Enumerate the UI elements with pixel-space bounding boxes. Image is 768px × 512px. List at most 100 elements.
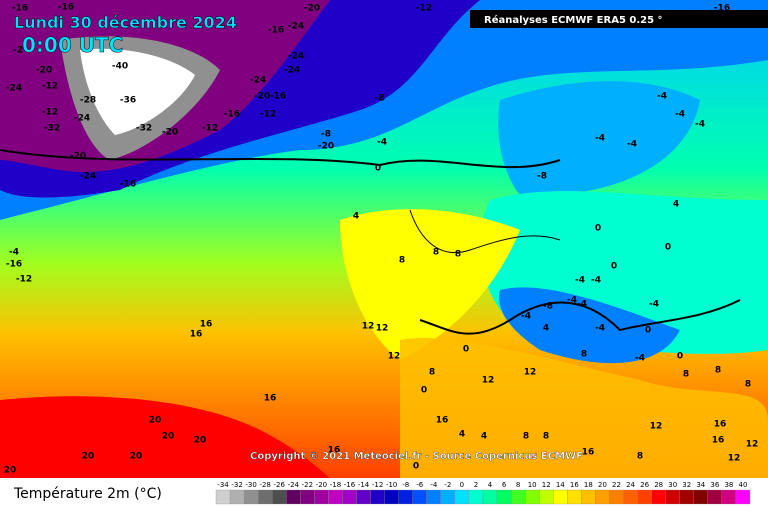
- contour-label: 12: [362, 322, 375, 332]
- colorbar-swatch: [623, 489, 638, 505]
- colorbar-label: 18: [584, 481, 593, 489]
- colorbar-label: -30: [245, 481, 256, 489]
- contour-label: -16: [6, 260, 22, 270]
- contour-label: 16: [582, 448, 595, 458]
- contour-label: -20: [304, 4, 320, 14]
- colorbar-swatch: [468, 489, 484, 505]
- colorbar-swatch: [553, 489, 568, 505]
- contour-label: 16: [190, 330, 203, 340]
- contour-label: -36: [120, 96, 136, 106]
- contour-label: -4: [567, 296, 577, 306]
- contour-label: 0: [375, 164, 381, 174]
- colorbar-label: -32: [231, 481, 242, 489]
- contour-label: 8: [455, 250, 461, 260]
- contour-label: -24: [288, 22, 304, 32]
- contour-label: 20: [82, 452, 95, 462]
- colorbar-swatch: [539, 489, 554, 505]
- contour-label: -4: [595, 134, 605, 144]
- contour-label: 12: [388, 352, 401, 362]
- contour-label: 12: [728, 454, 741, 464]
- contour-label: 16: [200, 320, 213, 330]
- colorbar-swatch: [300, 489, 315, 505]
- colorbar-swatch: [215, 489, 231, 505]
- colorbar-label: 40: [739, 481, 748, 489]
- contour-label: -4: [695, 120, 705, 130]
- contour-label: 16: [714, 420, 727, 430]
- colorbar-label: -34: [217, 481, 229, 489]
- contour-label: 20: [130, 452, 143, 462]
- contour-label: 0: [677, 352, 683, 362]
- contour-label: 12: [650, 422, 663, 432]
- contour-label: 4: [459, 430, 465, 440]
- colorbar-swatch: [384, 489, 399, 505]
- colorbar-swatch: [496, 489, 512, 505]
- colorbar-label: -26: [274, 481, 286, 489]
- colorbar-swatch: [229, 489, 245, 505]
- colorbar-label: 38: [724, 481, 733, 489]
- contour-label: 12: [524, 368, 537, 378]
- colorbar-label: 6: [502, 481, 507, 489]
- contour-label: -4: [675, 110, 685, 120]
- colorbar-label: 30: [668, 481, 677, 489]
- contour-label: 20: [194, 436, 207, 446]
- colorbar-swatch: [412, 489, 427, 505]
- colorbar-label: 28: [654, 481, 663, 489]
- colorbar-label: -20: [316, 481, 327, 489]
- contour-label: -8: [321, 130, 331, 140]
- colorbar-label: 24: [626, 481, 635, 489]
- colorbar-swatch: [567, 489, 582, 505]
- contour-label: -4: [377, 138, 387, 148]
- contour-label: 8: [429, 368, 435, 378]
- contour-label: 0: [413, 462, 419, 472]
- legend-title: Température 2m (°C): [13, 486, 162, 502]
- colorbar-swatch: [243, 489, 259, 505]
- colorbar-label: 12: [542, 481, 551, 489]
- contour-label: -4: [635, 354, 645, 364]
- contour-label: -12: [202, 124, 218, 134]
- time: 0:00 UTC: [22, 33, 123, 57]
- colorbar-swatch: [328, 489, 343, 505]
- contour-label: 8: [523, 432, 529, 442]
- contour-label: 4: [673, 200, 679, 210]
- contour-label: 8: [543, 432, 549, 442]
- colorbar-label: 26: [640, 481, 649, 489]
- colorbar-label: 34: [696, 481, 705, 489]
- contour-label: -20: [162, 128, 178, 138]
- contour-label: 16: [264, 394, 277, 404]
- copyright: Copyright © 2021 Meteociel.fr - Source C…: [250, 451, 583, 462]
- contour-label: -4: [577, 300, 587, 310]
- colorbar-swatch: [272, 489, 287, 505]
- colorbar-label: 4: [488, 481, 493, 489]
- contour-label: 4: [543, 324, 549, 334]
- contour-label: 20: [149, 416, 162, 426]
- contour-label: -4: [627, 140, 637, 150]
- colorbar-label: -18: [330, 481, 341, 489]
- contour-label: -8: [543, 302, 553, 312]
- colorbar-swatch: [342, 489, 357, 505]
- colorbar-swatch: [609, 489, 624, 505]
- contour-label: -12: [42, 82, 58, 92]
- contour-label: 8: [683, 370, 689, 380]
- contour-label: -4: [657, 92, 667, 102]
- contour-label: -24: [74, 114, 90, 124]
- colorbar-label: 16: [570, 481, 579, 489]
- contour-label: 8: [715, 366, 721, 376]
- contour-label: 12: [482, 376, 495, 386]
- colorbar-label: -8: [402, 481, 409, 489]
- contour-label: -24: [284, 66, 300, 76]
- colorbar-label: 22: [612, 481, 621, 489]
- colorbar-swatch: [314, 489, 329, 505]
- contour-label: 0: [421, 386, 427, 396]
- colorbar-label: -6: [416, 481, 424, 489]
- colorbar-swatch: [426, 489, 441, 505]
- contour-label: 4: [353, 212, 359, 222]
- contour-label: 16: [328, 446, 341, 456]
- colorbar-label: 20: [598, 481, 607, 489]
- contour-label: -4: [521, 312, 531, 322]
- contour-label: -28: [80, 96, 96, 106]
- contour-label: 16: [436, 416, 449, 426]
- colorbar-label: -24: [288, 481, 300, 489]
- contour-label: -12: [42, 108, 58, 118]
- colorbar-swatch: [510, 489, 526, 505]
- colorbar-swatch: [595, 489, 610, 505]
